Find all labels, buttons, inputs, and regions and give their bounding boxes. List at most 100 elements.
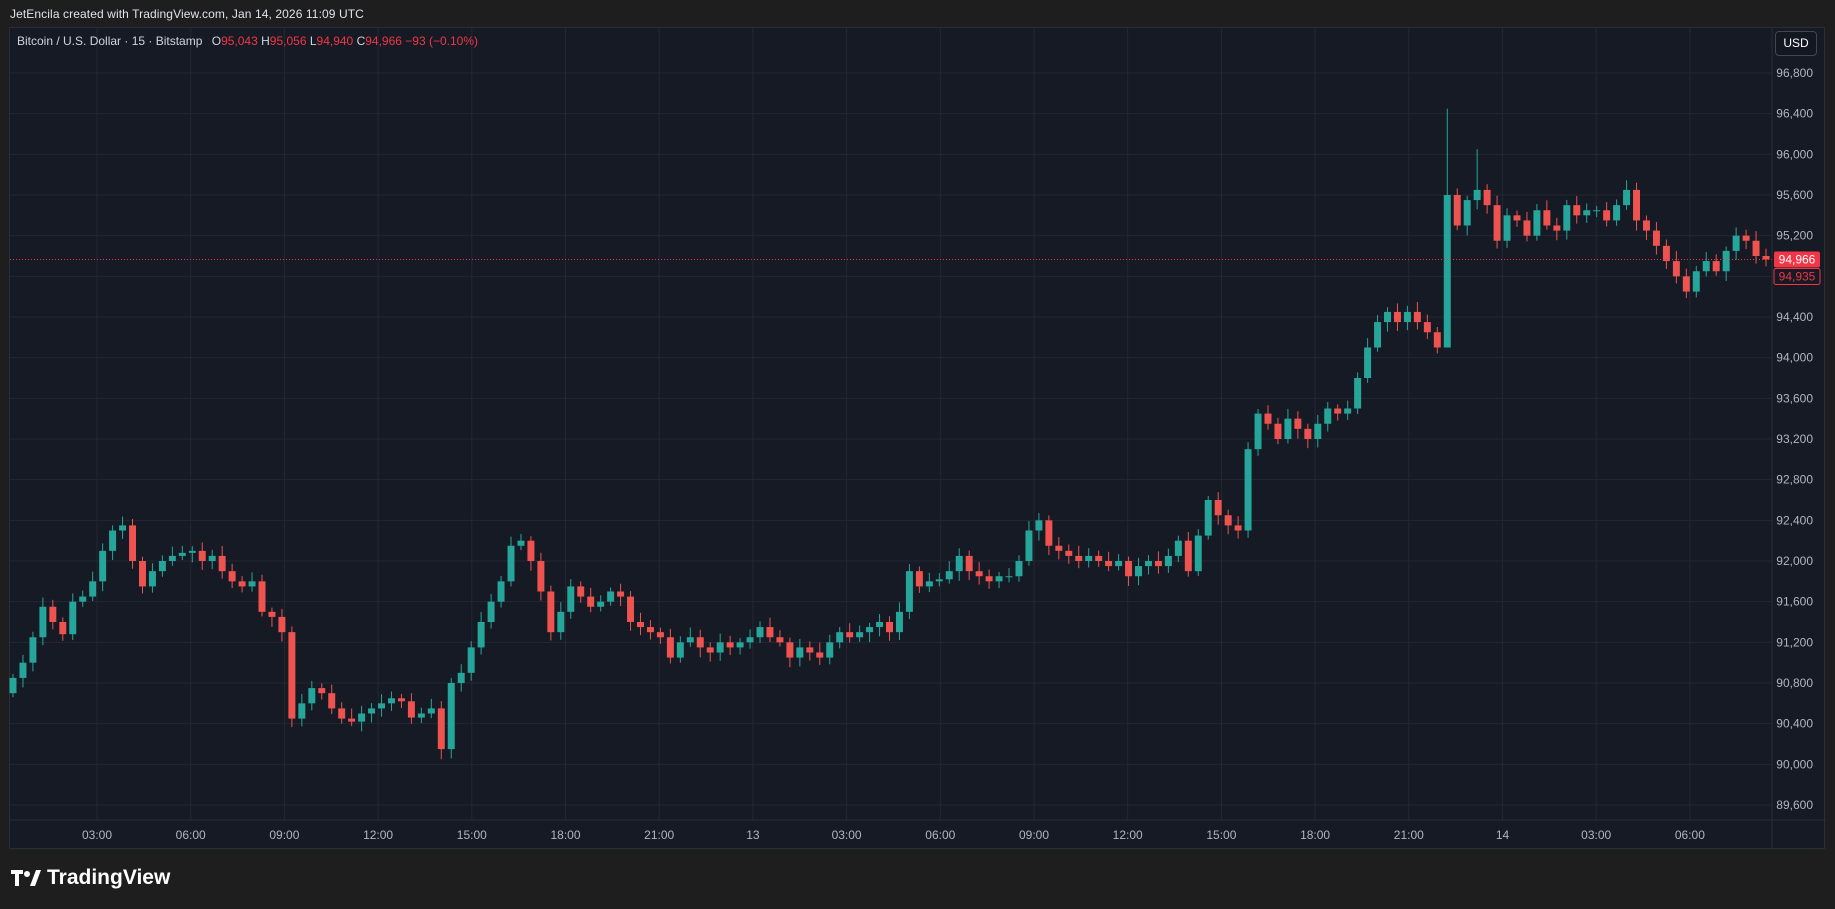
candle-body [1354,378,1362,409]
candle-body [407,701,415,718]
y-tick-label: 90,800 [1776,676,1813,690]
candle-body [1603,210,1611,221]
candle-body [806,647,814,653]
x-tick-label: 03:00 [832,828,862,842]
open-value: 95,043 [221,34,258,48]
y-tick-label: 91,200 [1776,635,1813,649]
candle-body [1135,566,1142,577]
candle-body [397,698,405,702]
candle-body [1732,235,1740,251]
candle-body [9,677,17,694]
candle-body [816,652,824,658]
candle-body [1194,535,1202,572]
x-tick-label: 18:00 [1300,828,1330,842]
candle-body [1642,220,1650,231]
high-value: 95,056 [269,34,307,48]
x-tick-label: 21:00 [644,828,674,842]
x-tick-label: 15:00 [457,828,487,842]
candle-body [1623,189,1631,206]
candle-body [238,581,246,587]
secondary-price-tag [1773,267,1821,285]
candle-body [19,662,27,678]
y-tick-label: 90,000 [1776,757,1813,771]
candle-body [886,622,893,633]
attribution-text: JetEncila created with TradingView.com, … [10,7,364,21]
candle-body [457,672,465,683]
candle-body [49,606,57,622]
candle-body [1384,311,1391,323]
candle-body [1364,347,1372,378]
candle-body [686,637,694,643]
candle-body [338,708,346,719]
candle-body [876,622,884,628]
candle-body [1752,240,1760,256]
candle-body [1722,250,1730,272]
candle-body [696,637,704,648]
candle-body [995,576,1003,582]
candle-body [168,555,176,561]
candle-body [1294,418,1302,429]
candle-body [218,555,226,572]
candle-body [1344,408,1352,414]
candle-body [1503,215,1511,241]
candle-body [637,622,644,628]
y-tick-label: 96,800 [1776,66,1813,80]
change-value: −93 (−0.10%) [405,34,479,48]
candle-body [1214,500,1222,516]
candle-body [507,545,515,582]
candle-body [577,586,585,597]
y-tick-label: 92,400 [1776,513,1813,527]
close-value: 94,966 [365,34,402,48]
low-value: 94,940 [316,34,354,48]
candle-body [1692,271,1700,292]
candle-body [1075,555,1083,561]
candle-body [119,525,127,531]
candle-body [248,581,256,587]
candle-body [109,530,117,551]
candle-body [1573,205,1581,216]
x-tick-label: 09:00 [269,828,299,842]
candle-body [1105,561,1113,567]
x-tick-label: 14 [1496,828,1510,842]
candle-body [1682,276,1690,292]
candle-body [1483,189,1491,206]
currency-button[interactable]: USD [1775,31,1817,56]
candle-body [1712,261,1720,272]
candle-body [866,627,874,633]
candle-body [437,708,445,750]
candle-body [527,540,535,561]
candle-body [1284,418,1292,439]
x-tick-label: 03:00 [82,828,112,842]
candle-body [1563,205,1571,231]
candle-body [388,698,395,704]
candle-body [776,637,784,643]
open-label: O [211,34,222,48]
candle-body [69,601,77,635]
candle-body [1762,256,1770,260]
candle-body [1403,311,1411,323]
candle-body [1423,322,1431,333]
candle-body [158,561,166,572]
candle-body [477,622,485,648]
candle-body [1304,428,1312,439]
candle-body [1015,561,1023,577]
candle-body [1035,520,1043,531]
candle-body [1204,500,1212,536]
candle-body [1045,520,1053,546]
candle-body [1264,413,1272,424]
candle-body [1374,322,1382,348]
candle-body [1314,423,1322,439]
candle-body [756,627,764,638]
chart-panel[interactable] [9,27,1825,849]
candle-body [1324,408,1332,424]
candle-body [1115,561,1123,567]
candle-body [497,581,505,602]
candle-body [447,683,455,750]
candle-body [99,550,107,582]
candle-body [915,571,923,587]
candle-body [1453,195,1461,226]
tradingview-logo[interactable]: TradingView [11,866,170,890]
symbol-name: Bitcoin / U.S. Dollar · 15 · Bitstamp [17,34,203,48]
x-tick-label: 15:00 [1206,828,1236,842]
